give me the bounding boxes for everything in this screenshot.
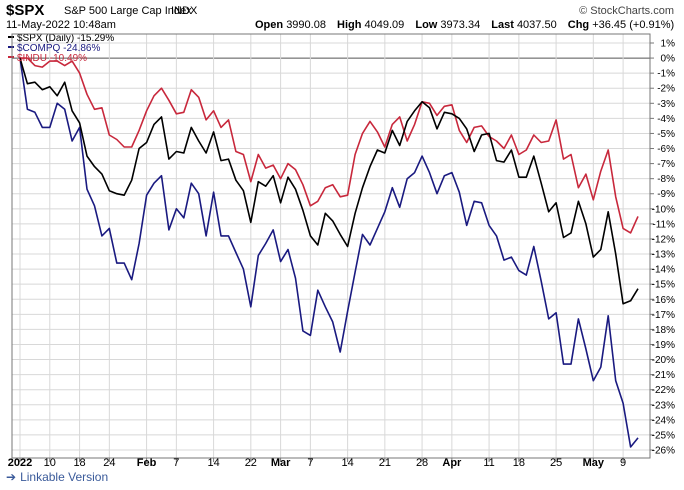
plot-frame [11,33,651,459]
link-arrow-icon: ➔ [6,470,17,484]
x-tick-label: 28 [416,457,428,469]
y-tick-label: -3% [657,99,675,110]
chart-full-name: S&P 500 Large Cap Index [64,5,192,17]
x-tick-label: 21 [379,457,391,469]
y-tick-label: -2% [657,84,675,95]
x-axis: 2022 10 18 24 Feb 7 14 22 Mar 7 14 21 28 Apr 11 18 25 May… [8,457,626,469]
legend-swatch-spx [8,36,14,38]
y-tick-label: -19% [652,340,675,351]
y-tick-label: -9% [657,189,675,200]
y-tick-label: -1% [657,69,675,80]
legend-swatch-indu [8,56,14,58]
x-tick-label: 14 [207,457,219,469]
y-tick-label: -7% [657,159,675,170]
legend-entry-indu: $INDU -10.49% [17,53,87,64]
y-tick-label: -20% [652,355,675,366]
x-tick-label: 24 [103,457,115,469]
copyright-text: © StockCharts.com [579,5,674,17]
y-tick-label: -13% [652,250,675,261]
open-value: 3990.08 [286,19,326,31]
y-tick-label: -18% [652,325,675,336]
series-line-indu [20,57,639,234]
x-tick-label: 18 [513,457,525,469]
chart-datetime: 11-May-2022 10:48am [6,19,116,31]
y-tick-label: -15% [652,280,675,291]
chg-value: +36.45 (+0.91%) [592,19,675,31]
y-tick-label: -25% [652,430,675,441]
series-line-compq [19,57,639,448]
y-tick-label: -21% [652,370,675,381]
grid-layer [12,34,650,458]
high-label: High [337,19,362,31]
y-tick-label: -4% [657,114,675,125]
y-tick-label: -23% [652,400,675,411]
low-label: Low [415,19,438,31]
x-tick-label: May [583,457,605,469]
high-value: 4049.09 [364,19,405,31]
y-tick-label: 0% [661,54,676,65]
legend: $SPX (Daily) -15.29%$COMPQ -24.86%$INDU … [8,33,114,64]
x-tick-label: 10 [44,457,56,469]
exchange-label: INDX [171,5,198,17]
legend-entry-compq: $COMPQ -24.86% [17,43,100,54]
x-tick-label: 9 [620,457,626,469]
y-tick-label: -5% [657,129,675,140]
y-axis: 1% 0% -1% -2% -3% -4% -5% -6% -7% -8% -9% -10% -11% -… [650,39,675,457]
y-tick-label: -6% [657,144,675,155]
chg-label: Chg [567,19,590,31]
legend-swatch-compq [8,46,14,48]
x-tick-label: Apr [442,457,462,469]
y-tick-label: -11% [652,219,675,230]
last-label: Last [491,19,514,31]
y-tick-label: 1% [661,39,676,50]
x-tick-label: 2022 [8,457,32,469]
y-tick-label: -17% [652,310,675,321]
open-label: Open [255,19,284,31]
linkable-version-link[interactable]: ➔ Linkable Version [6,470,108,484]
x-tick-label: 22 [245,457,257,469]
legend-entry-spx: $SPX (Daily) -15.29% [17,33,114,44]
series-line-spx [19,57,639,305]
last-value: 4037.50 [516,19,557,31]
x-tick-label: 7 [307,457,313,469]
x-tick-label: 7 [173,457,179,469]
y-tick-label: -26% [652,446,675,457]
x-tick-label: 25 [550,457,562,469]
quote-bar: Open 3990.08 High 4049.09 Low 3973.34 La… [255,19,674,31]
x-tick-label: 18 [73,457,85,469]
y-tick-label: -8% [657,174,675,185]
x-tick-label: Mar [271,457,291,469]
chart-symbol: $SPX [6,2,45,19]
low-value: 3973.34 [440,19,481,31]
y-tick-label: -24% [652,415,675,426]
linkable-version-label: Linkable Version [20,470,109,484]
y-tick-label: -12% [652,234,675,245]
x-tick-label: Feb [137,457,157,469]
series-layer [19,57,639,448]
x-tick-label: 14 [341,457,353,469]
y-tick-label: -16% [652,295,675,306]
y-tick-label: -10% [652,204,675,215]
y-tick-label: -14% [652,265,675,276]
y-tick-label: -22% [652,385,675,396]
price-performance-chart: $SPX (Daily) -15.29%$COMPQ -24.86%$INDU … [8,33,675,469]
x-tick-label: 11 [483,457,494,469]
